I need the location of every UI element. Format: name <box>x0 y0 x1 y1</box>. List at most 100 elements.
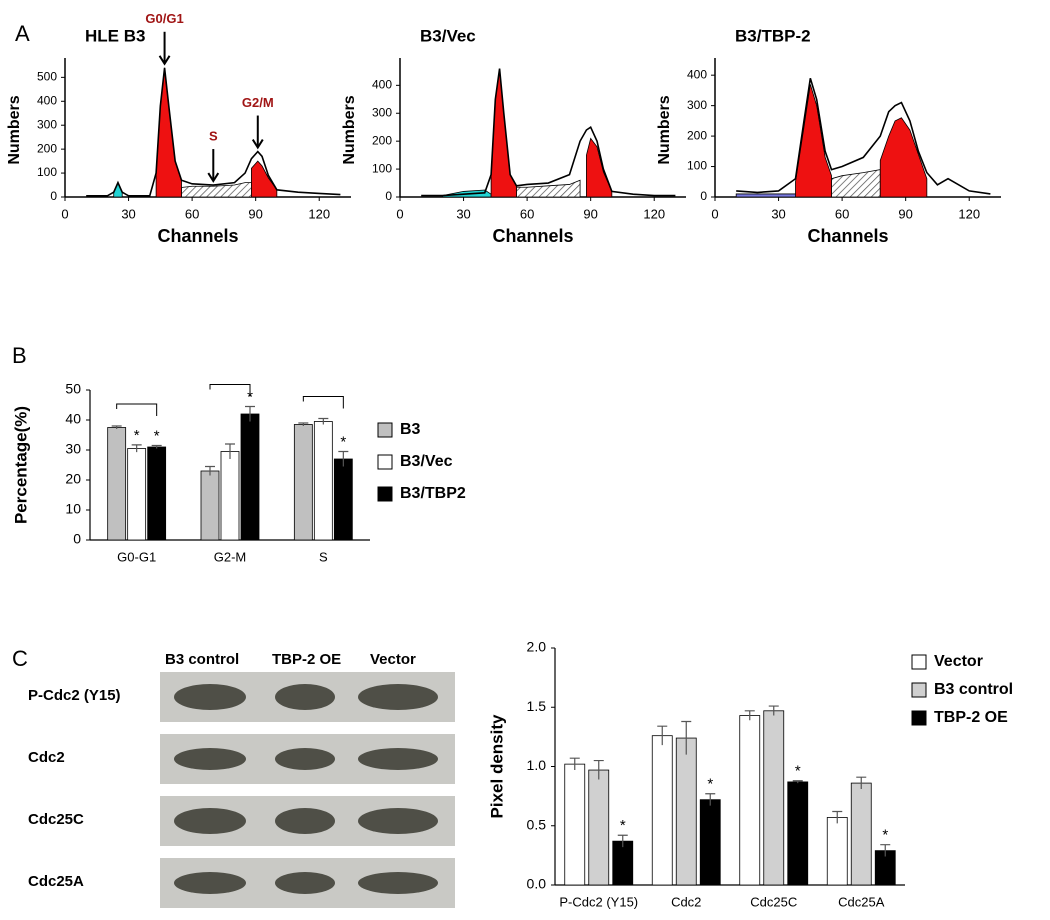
y-tick-label: 300 <box>372 105 392 119</box>
y-tick-label: 500 <box>37 70 57 84</box>
blot-band <box>358 748 438 770</box>
bar <box>612 840 634 886</box>
arrow-head <box>158 55 171 66</box>
blot-row-label: Cdc25A <box>28 873 84 890</box>
significance-mark: * <box>247 388 253 405</box>
x-tick-label: Cdc25C <box>750 894 797 909</box>
y-tick-label: 0 <box>73 531 81 547</box>
x-tick-label: 90 <box>248 206 262 221</box>
x-tick-label: 0 <box>396 206 403 221</box>
error-bar <box>318 417 329 425</box>
x-tick-label: 120 <box>308 206 330 221</box>
phase-area <box>516 179 581 198</box>
x-tick-label: 0 <box>711 206 718 221</box>
y-tick-label: 1.0 <box>527 757 547 773</box>
y-tick-label: 0.5 <box>527 816 547 832</box>
bar <box>588 769 610 886</box>
error-bar <box>832 810 843 824</box>
y-tick-label: 100 <box>372 161 392 175</box>
bar <box>127 448 147 541</box>
x-axis-label: Channels <box>492 226 573 246</box>
y-axis-label: Percentage(%) <box>11 406 30 524</box>
bar <box>333 458 353 541</box>
error-bar <box>205 465 215 476</box>
legend-swatch <box>911 654 927 670</box>
error-bar <box>131 444 142 453</box>
panel-label: A <box>15 21 30 46</box>
significance-mark: * <box>340 433 346 450</box>
error-bar <box>856 776 867 790</box>
error-bar <box>744 710 755 721</box>
bar <box>739 715 761 886</box>
y-tick-label: 0.0 <box>527 876 547 892</box>
y-tick-label: 0 <box>385 189 392 203</box>
blot-band <box>358 872 438 894</box>
y-tick-label: 200 <box>37 141 57 155</box>
phase-area <box>831 169 881 198</box>
blot-row-label: P-Cdc2 (Y15) <box>28 687 121 704</box>
x-tick-label: S <box>319 549 328 564</box>
bar <box>826 817 848 886</box>
significance-bracket <box>302 396 344 409</box>
y-tick-label: 100 <box>687 159 707 173</box>
y-axis-label: Pixel density <box>487 714 506 818</box>
bar <box>107 427 127 541</box>
error-bar <box>792 780 803 784</box>
annotation: S <box>209 128 218 143</box>
blot-column-label: B3 control <box>165 651 239 668</box>
annotation: G2/M <box>242 95 274 110</box>
error-bar <box>593 759 604 780</box>
blot-band <box>174 808 246 834</box>
arrow-head <box>251 139 264 150</box>
blot-band <box>275 748 335 770</box>
y-tick-label: 0 <box>700 189 707 203</box>
bar <box>651 735 673 886</box>
bar <box>220 451 240 541</box>
histogram-outline <box>736 77 991 195</box>
blot-band <box>358 684 438 710</box>
legend-swatch <box>911 682 927 698</box>
bar <box>200 470 220 541</box>
chart-title: B3/Vec <box>420 26 476 45</box>
arrow-head <box>207 172 220 183</box>
legend-label: Vector <box>934 653 983 670</box>
y-tick-label: 300 <box>687 98 707 112</box>
significance-mark: * <box>882 827 888 844</box>
bar <box>763 710 785 886</box>
y-tick-label: 2.0 <box>527 639 547 655</box>
error-bar <box>705 793 716 806</box>
x-tick-label: P-Cdc2 (Y15) <box>559 894 638 909</box>
x-tick-label: 30 <box>121 206 135 221</box>
legend-label: TBP-2 OE <box>934 709 1008 726</box>
y-tick-label: 200 <box>372 133 392 147</box>
error-bar <box>225 443 235 459</box>
error-bar <box>111 425 122 429</box>
x-tick-label: 60 <box>835 206 849 221</box>
y-tick-label: 20 <box>65 471 81 487</box>
chart-title: B3/TBP-2 <box>735 26 811 45</box>
x-tick-label: 60 <box>185 206 199 221</box>
blot-band <box>275 684 335 710</box>
significance-mark: * <box>134 427 140 444</box>
error-bar <box>245 405 255 422</box>
y-tick-label: 0 <box>50 189 57 203</box>
y-tick-label: 30 <box>65 441 81 457</box>
significance-bracket <box>209 384 251 397</box>
bar <box>147 446 167 541</box>
y-tick-label: 40 <box>65 411 81 427</box>
histogram-outline <box>421 68 676 197</box>
error-bar <box>298 422 309 426</box>
blot-row-label: Cdc2 <box>28 749 65 766</box>
blot-band <box>174 684 246 710</box>
significance-mark: * <box>707 776 713 793</box>
legend-swatch <box>377 454 393 470</box>
x-axis-label: Channels <box>807 226 888 246</box>
error-bar <box>569 757 580 771</box>
error-bar <box>338 450 349 467</box>
y-tick-label: 400 <box>687 67 707 81</box>
legend-label: B3/Vec <box>400 453 453 470</box>
y-axis-label: Numbers <box>6 95 23 164</box>
significance-mark: * <box>795 763 801 780</box>
x-tick-label: 30 <box>771 206 785 221</box>
y-tick-label: 300 <box>37 117 57 131</box>
